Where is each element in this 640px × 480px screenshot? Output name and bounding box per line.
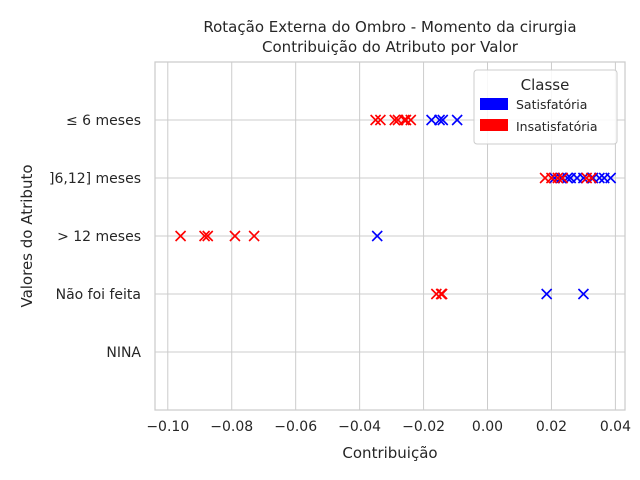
legend-swatch-insatisfatoria xyxy=(480,119,508,131)
data-point-x-marker xyxy=(541,288,553,300)
x-tick-label: 0.02 xyxy=(536,419,567,435)
x-tick-label: 0.04 xyxy=(600,419,631,435)
data-point-x-marker xyxy=(605,172,617,184)
data-point-x-marker xyxy=(370,114,382,126)
data-point-x-marker xyxy=(175,230,187,242)
legend: Classe Satisfatória Insatisfatória xyxy=(473,69,618,145)
y-tick-labels: ≤ 6 meses ]6,12] meses > 12 meses Não foi f… xyxy=(49,113,141,361)
y-tick-label: ≤ 6 meses xyxy=(66,113,141,129)
legend-swatch-satisfatoria xyxy=(480,98,508,110)
data-point-x-marker xyxy=(436,288,448,300)
y-tick-label: > 12 meses xyxy=(57,229,141,245)
x-tick-label: 0.00 xyxy=(472,419,503,435)
data-point-x-marker xyxy=(374,114,386,126)
data-point-x-marker xyxy=(198,230,211,242)
y-axis-label: Valores do Atributo xyxy=(18,164,36,307)
data-point-x-marker xyxy=(371,230,383,242)
legend-label-insatisfatoria: Insatisfatória xyxy=(516,119,598,134)
x-tick-label: −0.04 xyxy=(338,419,381,435)
data-point-x-marker xyxy=(585,172,597,184)
y-tick-label: NINA xyxy=(106,345,141,361)
data-point-x-marker xyxy=(425,114,438,126)
data-point-x-marker xyxy=(433,114,446,126)
data-point-x-marker xyxy=(437,114,449,126)
data-point-x-marker xyxy=(561,172,574,184)
legend-box xyxy=(473,69,618,145)
y-tick-label: ]6,12] meses xyxy=(49,171,141,187)
data-point-x-marker xyxy=(451,114,463,126)
plot-frame xyxy=(154,61,626,411)
data-point-x-marker xyxy=(577,172,590,184)
legend-label-satisfatoria: Satisfatória xyxy=(516,97,587,112)
data-point-x-marker xyxy=(202,230,214,242)
x-tick-label: −0.02 xyxy=(402,419,445,435)
x-tick-label: −0.06 xyxy=(274,419,317,435)
plot-border xyxy=(154,61,626,411)
data-point-x-marker xyxy=(581,172,593,184)
data-points xyxy=(175,114,617,300)
x-axis-label: Contribuição xyxy=(342,444,437,462)
x-tick-label: −0.10 xyxy=(146,419,189,435)
data-point-x-marker xyxy=(593,172,605,184)
chart-title: Rotação Externa do Ombro - Momento da ci… xyxy=(203,18,576,36)
data-point-x-marker xyxy=(405,114,417,126)
data-point-x-marker xyxy=(248,230,260,242)
data-point-x-marker xyxy=(552,172,564,184)
data-point-x-marker xyxy=(229,230,241,242)
y-tick-label: Não foi feita xyxy=(56,287,141,303)
x-tick-labels: −0.10 −0.08 −0.06 −0.04 −0.02 0.00 0.02 0.04 xyxy=(146,419,631,435)
data-point-x-marker xyxy=(577,288,590,300)
data-point-x-marker xyxy=(400,114,412,126)
data-point-x-marker xyxy=(389,114,401,126)
data-point-x-marker xyxy=(557,172,569,184)
legend-title: Classe xyxy=(521,76,570,94)
x-tick-label: −0.08 xyxy=(210,419,253,435)
chart-subtitle: Contribuição do Atributo por Valor xyxy=(262,38,519,56)
